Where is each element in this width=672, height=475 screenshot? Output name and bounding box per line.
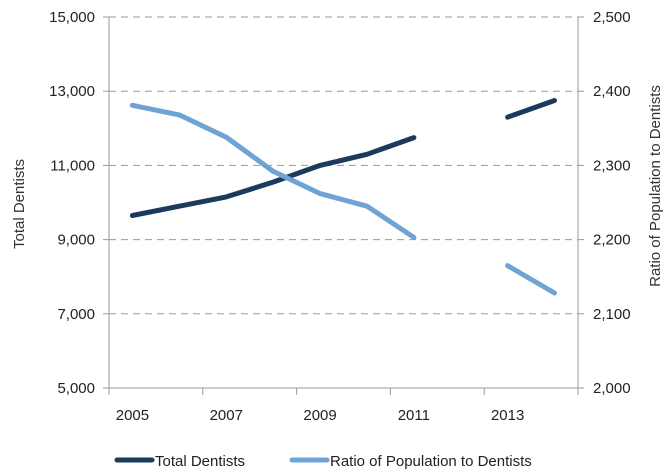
x-axis-tick-label: 2007 (210, 407, 243, 424)
legend-label: Ratio of Population to Dentists (330, 453, 532, 470)
right-axis-tick-label: 2,500 (593, 9, 631, 26)
x-axis-tick-label: 2009 (303, 407, 336, 424)
series-line-segment (129, 102, 417, 240)
right-axis-tick-label: 2,000 (593, 380, 631, 397)
legend-label: Total Dentists (155, 453, 245, 470)
x-axis-tick-label: 2005 (116, 407, 149, 424)
left-axis-tick-label: 13,000 (49, 83, 95, 100)
series-2 (129, 102, 557, 296)
x-axis-tick-label: 2011 (398, 407, 430, 424)
left-axis-tick-label: 9,000 (57, 232, 95, 249)
legend-item: Total Dentists (114, 453, 245, 470)
series-line-segment (505, 263, 557, 296)
series-line-segment (129, 135, 417, 218)
right-axis-tick-label: 2,300 (593, 157, 631, 174)
left-axis-tick-label: 5,000 (57, 380, 95, 397)
left-axis-tick-label: 15,000 (49, 9, 95, 26)
legend: Total Dentists Ratio of Population to Den… (114, 453, 532, 470)
left-axis-title: Total Dentists (11, 159, 28, 249)
series-1 (129, 98, 557, 218)
right-axis-tick-label: 2,100 (593, 306, 631, 323)
right-axis-tick-label: 2,200 (593, 232, 631, 249)
series-lines (129, 98, 557, 296)
x-axis-tick-label: 2013 (491, 407, 524, 424)
axes (103, 16, 584, 395)
right-axis-tick-label: 2,400 (593, 83, 631, 100)
tick-labels: 5,000 7,000 9,000 11,000 13,000 15,000 2,000 2,… (49, 9, 630, 424)
legend-item: Ratio of Population to Dentists (289, 453, 532, 470)
left-axis-tick-label: 11,000 (50, 157, 95, 174)
right-axis-title: Ratio of Population to Dentists (647, 85, 664, 287)
series-line-segment (505, 98, 557, 120)
left-axis-tick-label: 7,000 (57, 306, 95, 323)
gridlines (109, 16, 578, 315)
